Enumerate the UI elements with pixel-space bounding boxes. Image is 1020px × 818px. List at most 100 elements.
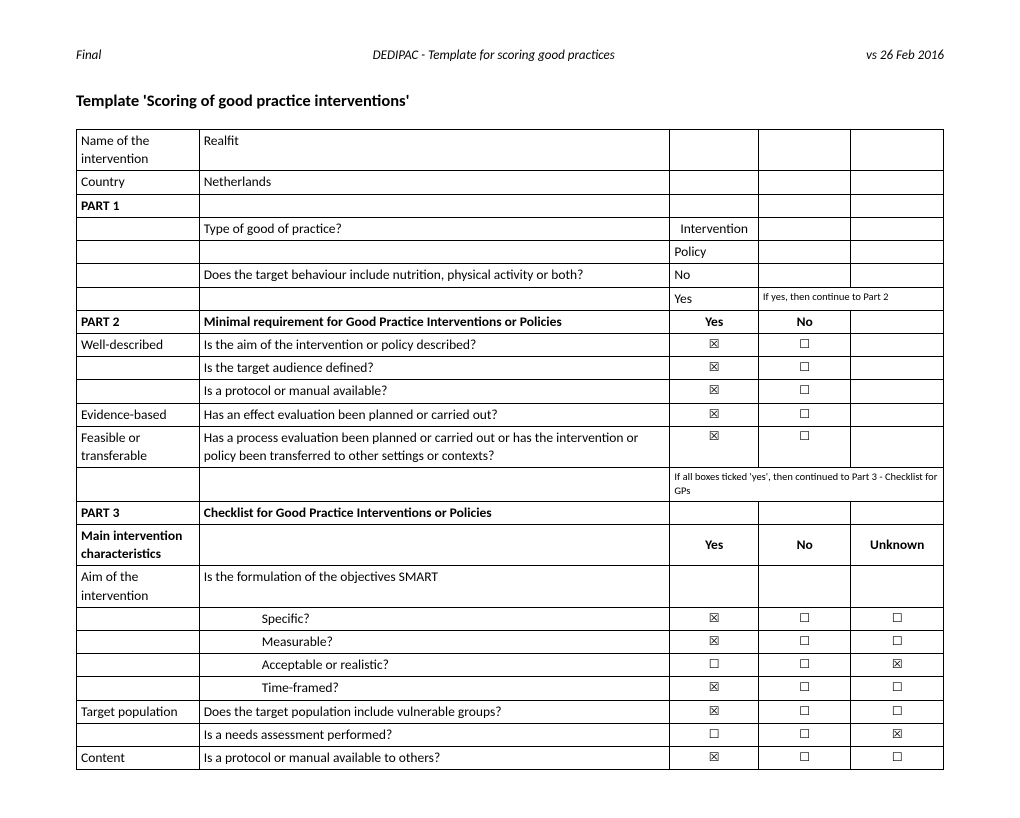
cell-note: If all boxes ticked 'yes', then continue… [670, 468, 944, 501]
checkbox-no: ☐ [758, 607, 851, 630]
checkbox-yes: ☐ [670, 723, 759, 746]
table-row: PART 2 Minimal requirement for Good Prac… [77, 310, 944, 333]
checkbox-yes: ☒ [670, 380, 759, 403]
cell-category: Evidence-based [77, 403, 200, 426]
table-row: Does the target behaviour include nutrit… [77, 264, 944, 287]
checkbox-no: ☐ [758, 380, 851, 403]
table-row: Yes If yes, then continue to Part 2 [77, 287, 944, 310]
header-left: Final [76, 48, 101, 63]
table-row: Aim of the intervention Is the formulati… [77, 566, 944, 607]
header-right: vs 26 Feb 2016 [866, 48, 944, 63]
cell-category: Well-described [77, 333, 200, 356]
checkbox-unknown: ☐ [851, 630, 944, 653]
checkbox-unknown: ☒ [851, 723, 944, 746]
table-row: Name of the intervention Realfit [77, 130, 944, 171]
cell-empty [199, 524, 670, 565]
main-char-label: Main intervention characteristics [77, 524, 200, 565]
cell-question: Is a needs assessment performed? [199, 723, 670, 746]
cell-question: Does the target behaviour include nutrit… [199, 264, 670, 287]
cell-category: Feasible or transferable [77, 426, 200, 467]
table-row: If all boxes ticked 'yes', then continue… [77, 468, 944, 501]
cell-empty [199, 287, 670, 310]
cell-question: Is the target audience defined? [199, 357, 670, 380]
col-unknown: Unknown [851, 524, 944, 565]
cell-note: If yes, then continue to Part 2 [758, 287, 943, 310]
checkbox-no: ☐ [758, 333, 851, 356]
cell-empty [851, 501, 944, 524]
cell-empty [77, 468, 200, 501]
cell-question: Has a process evaluation been planned or… [199, 426, 670, 467]
table-row: Content Is a protocol or manual availabl… [77, 747, 944, 770]
cell-empty [77, 357, 200, 380]
cell-option: Yes [670, 287, 759, 310]
table-row: PART 3 Checklist for Good Practice Inter… [77, 501, 944, 524]
cell-question: Is a protocol or manual available? [199, 380, 670, 403]
table-row: Type of good of practice? Intervention [77, 217, 944, 240]
table-row: Country Netherlands [77, 171, 944, 194]
cell-value: Netherlands [199, 171, 670, 194]
col-no: No [758, 524, 851, 565]
part3-header: Checklist for Good Practice Intervention… [199, 501, 670, 524]
part2-label: PART 2 [77, 310, 200, 333]
part1-label: PART 1 [77, 194, 200, 217]
table-row: Feasible or transferable Has a process e… [77, 426, 944, 467]
cell-question: Type of good of practice? [199, 217, 670, 240]
cell-empty [77, 607, 200, 630]
cell-empty [77, 677, 200, 700]
col-yes: Yes [670, 310, 759, 333]
scoring-table: Name of the intervention Realfit Country… [76, 129, 944, 770]
cell-empty [758, 194, 851, 217]
cell-empty [77, 723, 200, 746]
cell-value: Realfit [199, 130, 670, 171]
cell-empty [77, 630, 200, 653]
checkbox-no: ☐ [758, 403, 851, 426]
cell-empty [851, 241, 944, 264]
cell-empty [77, 241, 200, 264]
checkbox-yes: ☒ [670, 357, 759, 380]
cell-subquestion: Time-framed? [199, 677, 670, 700]
cell-question: Is the formulation of the objectives SMA… [199, 566, 670, 607]
checkbox-no: ☐ [758, 723, 851, 746]
cell-empty [77, 287, 200, 310]
cell-empty [758, 171, 851, 194]
cell-empty [851, 357, 944, 380]
checkbox-yes: ☒ [670, 426, 759, 467]
page-header: Final DEDIPAC - Template for scoring goo… [76, 48, 944, 63]
cell-empty [199, 241, 670, 264]
cell-empty [851, 194, 944, 217]
checkbox-yes: ☐ [670, 654, 759, 677]
checkbox-no: ☐ [758, 426, 851, 467]
checkbox-yes: ☒ [670, 677, 759, 700]
cell-label: Name of the intervention [77, 130, 200, 171]
checkbox-no: ☐ [758, 677, 851, 700]
cell-empty [670, 171, 759, 194]
cell-empty [77, 264, 200, 287]
cell-empty [851, 380, 944, 403]
table-row: Is a needs assessment performed? ☐ ☐ ☒ [77, 723, 944, 746]
cell-empty [851, 217, 944, 240]
checkbox-yes: ☒ [670, 403, 759, 426]
cell-option: No [670, 264, 759, 287]
table-row: PART 1 [77, 194, 944, 217]
checkbox-no: ☐ [758, 630, 851, 653]
cell-empty [851, 426, 944, 467]
page-title: Template 'Scoring of good practice inter… [76, 91, 944, 111]
cell-empty [77, 654, 200, 677]
cell-empty [851, 171, 944, 194]
cell-empty [199, 194, 670, 217]
cell-empty [758, 501, 851, 524]
cell-question: Is a protocol or manual available to oth… [199, 747, 670, 770]
cell-empty [670, 501, 759, 524]
table-row: Is the target audience defined? ☒ ☐ [77, 357, 944, 380]
checkbox-unknown: ☐ [851, 677, 944, 700]
col-no: No [758, 310, 851, 333]
checkbox-unknown: ☐ [851, 747, 944, 770]
checkbox-unknown: ☐ [851, 607, 944, 630]
cell-empty [851, 130, 944, 171]
cell-category: Aim of the intervention [77, 566, 200, 607]
checkbox-no: ☐ [758, 747, 851, 770]
cell-empty [758, 241, 851, 264]
table-row: Is a protocol or manual available? ☒ ☐ [77, 380, 944, 403]
table-row: Acceptable or realistic? ☐ ☐ ☒ [77, 654, 944, 677]
cell-empty [758, 264, 851, 287]
